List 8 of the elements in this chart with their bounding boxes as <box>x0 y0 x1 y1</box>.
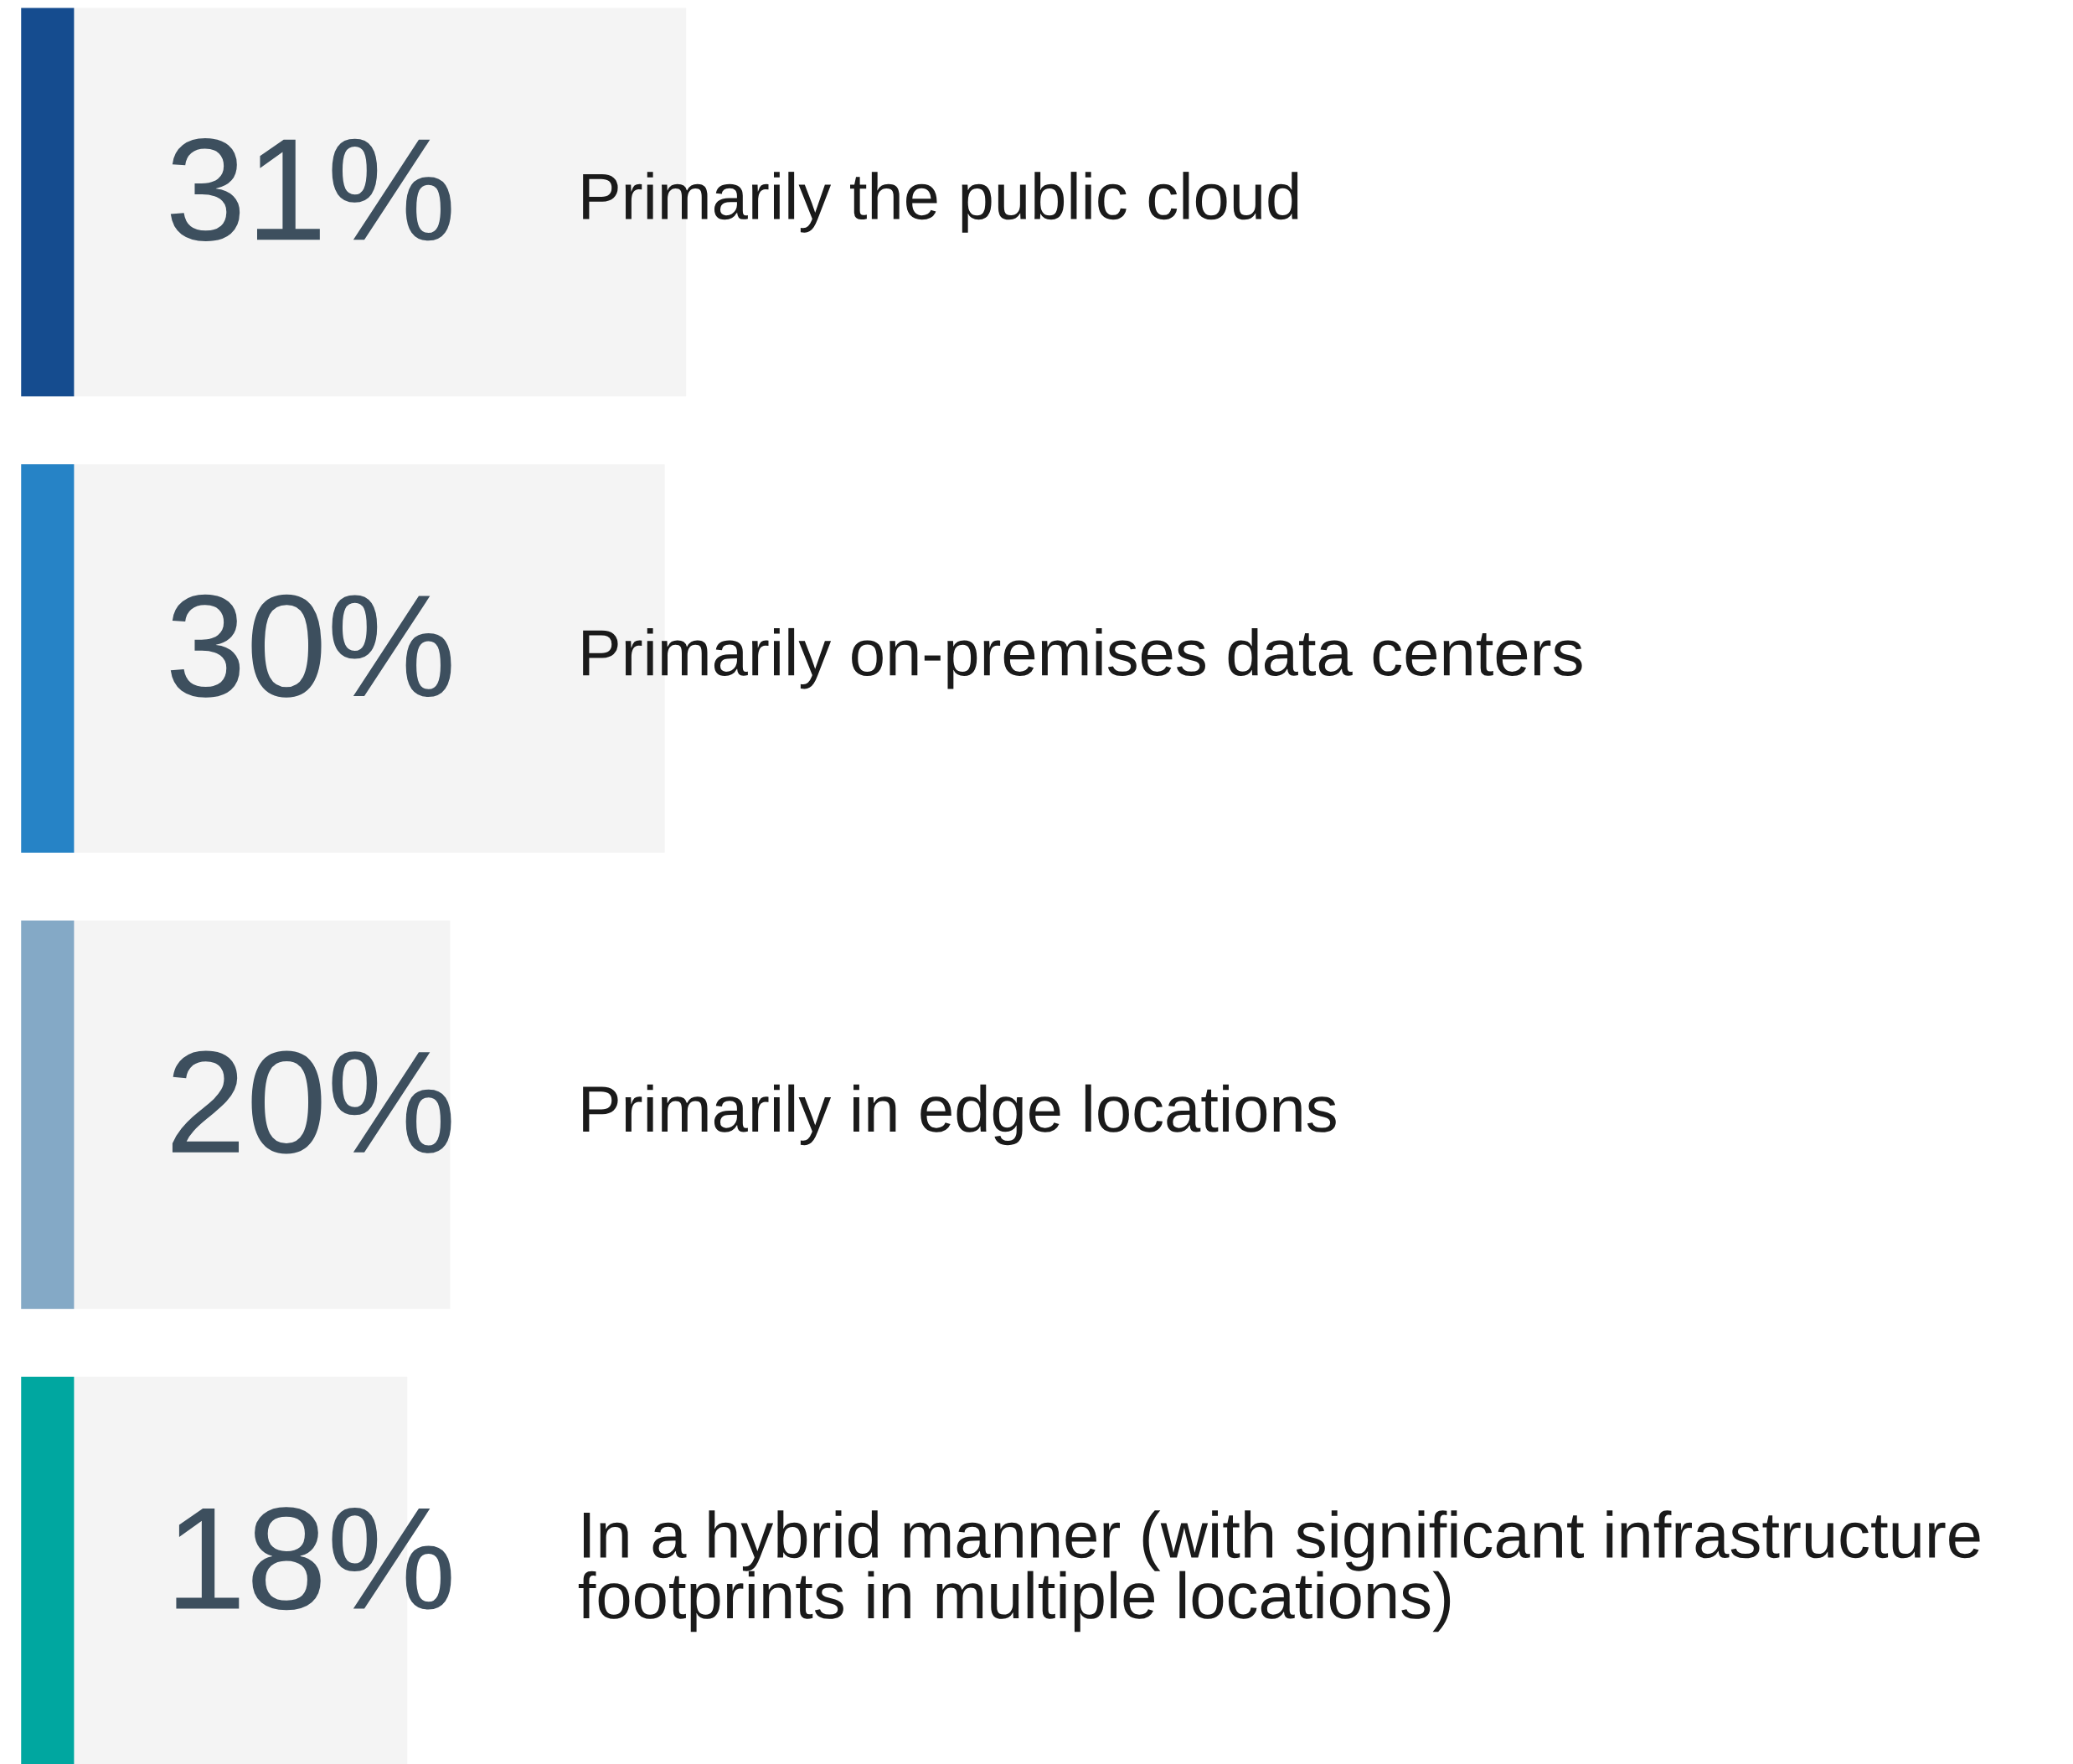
data-label: 30% <box>170 594 451 698</box>
data-label: 20% <box>172 1050 451 1154</box>
y-tick-label: Primarily the public cloud <box>583 172 1298 233</box>
y-tick-label: Primarily on-premises data centers <box>583 627 1582 689</box>
y-tick-label: In a hybrid manner (with significant infrastructure footprints in multiple locations) <box>578 1510 1980 1632</box>
y-tick-label: Primarily in edge locations <box>583 1084 1336 1146</box>
data-label: 18% <box>176 1507 451 1611</box>
data-label: 31% <box>170 138 451 241</box>
